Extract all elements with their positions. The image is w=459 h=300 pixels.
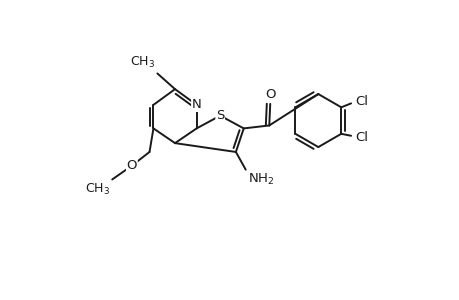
Text: CH$_3$: CH$_3$ bbox=[85, 182, 110, 196]
Text: O: O bbox=[126, 159, 137, 172]
Text: O: O bbox=[264, 88, 275, 100]
Text: NH$_2$: NH$_2$ bbox=[247, 172, 274, 187]
Text: S: S bbox=[216, 109, 224, 122]
Text: Cl: Cl bbox=[354, 95, 367, 108]
Text: CH$_3$: CH$_3$ bbox=[130, 56, 155, 70]
Text: Cl: Cl bbox=[354, 131, 367, 144]
Text: N: N bbox=[191, 98, 201, 111]
